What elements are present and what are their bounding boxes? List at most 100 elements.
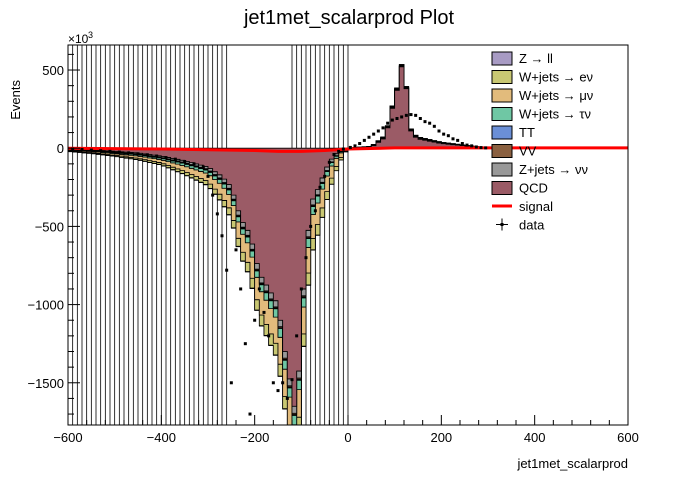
data-point xyxy=(341,147,345,151)
data-point xyxy=(206,174,210,178)
data-point xyxy=(183,160,187,164)
data-point xyxy=(327,160,331,164)
legend-label-w-jets-e: W+jets → eν xyxy=(519,70,593,85)
data-point xyxy=(437,129,441,133)
data-point xyxy=(414,113,418,117)
data-point xyxy=(318,185,322,189)
data-point xyxy=(295,334,299,338)
data-point xyxy=(164,156,168,160)
data-point xyxy=(267,334,271,338)
data-point xyxy=(299,287,303,291)
x-axis-ticks: −600 −400 −200 0 200 400 600 xyxy=(53,415,639,445)
legend: Z → ll W+jets → eν W+jets → μν W+jets → τν T… xyxy=(491,51,593,233)
data-point xyxy=(271,381,275,385)
data-point xyxy=(400,115,404,119)
legend-swatch-qcd xyxy=(491,181,513,195)
x-tick-label: 200 xyxy=(430,430,452,445)
legend-label-z-ll: Z → ll xyxy=(519,51,553,66)
legend-label-signal: signal xyxy=(519,199,553,214)
data-point xyxy=(348,145,352,149)
legend-swatch-z-ll xyxy=(491,51,513,66)
data-point xyxy=(381,126,385,130)
data-point xyxy=(362,138,366,142)
data-point xyxy=(376,129,380,133)
data-point xyxy=(404,113,408,117)
data-point xyxy=(390,118,394,122)
y-axis-multiplier: ×10 3 xyxy=(68,30,93,46)
x-tick-label: −600 xyxy=(53,430,82,445)
data-point xyxy=(470,144,474,148)
data-point xyxy=(309,224,313,228)
data-point xyxy=(395,116,399,120)
y-tick-label: 0 xyxy=(57,141,64,156)
legend-label-data: data xyxy=(519,218,545,233)
data-point xyxy=(155,154,159,158)
legend-swatch-z-jets xyxy=(491,162,513,177)
data-point xyxy=(460,142,464,146)
x-tick-label: 600 xyxy=(617,430,639,445)
x-tick-label: −200 xyxy=(240,430,269,445)
data-point xyxy=(479,146,483,150)
chart-title: jet1met_scalarprod Plot xyxy=(243,7,455,29)
y-tick-label: 500 xyxy=(42,63,64,78)
legend-swatch-w-jets xyxy=(491,107,513,121)
legend-swatch-vv xyxy=(491,144,513,158)
y-axis-ticks: 500 0 −500 −1000 −1500 xyxy=(27,53,80,415)
y-multiplier-exponent: 3 xyxy=(88,30,93,40)
data-point xyxy=(192,162,196,166)
data-point xyxy=(225,268,229,272)
data-point xyxy=(136,152,140,156)
data-point xyxy=(173,157,177,161)
legend-label-qcd: QCD xyxy=(519,181,548,196)
data-point xyxy=(323,174,327,178)
data-point xyxy=(257,287,261,291)
data-point xyxy=(117,150,121,154)
data-point xyxy=(243,342,247,346)
data-point xyxy=(290,378,294,382)
hatch-band-layer xyxy=(68,45,349,425)
legend-label-w-jets: W+jets → μν xyxy=(519,88,593,103)
data-point xyxy=(281,381,285,385)
data-point xyxy=(99,149,103,153)
x-tick-label: −400 xyxy=(147,430,176,445)
data-point xyxy=(484,146,488,150)
data-point xyxy=(108,149,112,153)
data-point xyxy=(337,149,341,153)
data-point xyxy=(71,147,75,151)
legend-label-z-jets: Z+jets → νν xyxy=(519,162,588,177)
legend-swatch-w-jets xyxy=(491,88,513,103)
data-point xyxy=(80,147,84,151)
data-point xyxy=(248,412,252,416)
data-point xyxy=(262,310,266,314)
data-point xyxy=(474,145,478,149)
y-tick-label: −1000 xyxy=(27,298,64,313)
data-point xyxy=(89,148,93,152)
data-point xyxy=(353,144,357,148)
data-point xyxy=(313,209,317,213)
data-point xyxy=(234,248,238,252)
data-point xyxy=(304,256,308,260)
data-point xyxy=(276,389,280,393)
legend-label-w-jets: W+jets → τν xyxy=(519,107,591,122)
legend-marker-data xyxy=(500,223,504,226)
data-point xyxy=(358,142,362,146)
data-point xyxy=(201,165,205,169)
data-point xyxy=(423,120,427,124)
legend-label-vv: VV xyxy=(519,144,537,159)
data-point xyxy=(239,287,243,291)
data-point xyxy=(215,212,219,216)
x-tick-label: 0 xyxy=(344,430,351,445)
x-axis-title: jet1met_scalarprod xyxy=(516,456,628,471)
stacked-background-layer xyxy=(68,64,489,425)
y-tick-label: −1500 xyxy=(27,376,64,391)
x-tick-label: 400 xyxy=(524,430,546,445)
data-point xyxy=(285,396,289,400)
stack-series-qcd xyxy=(68,66,489,407)
y-axis-title: Events xyxy=(8,80,23,120)
data-point xyxy=(127,151,131,155)
data-point xyxy=(229,381,233,385)
data-point xyxy=(332,152,336,156)
data-point xyxy=(446,134,450,138)
data-point xyxy=(145,153,149,157)
